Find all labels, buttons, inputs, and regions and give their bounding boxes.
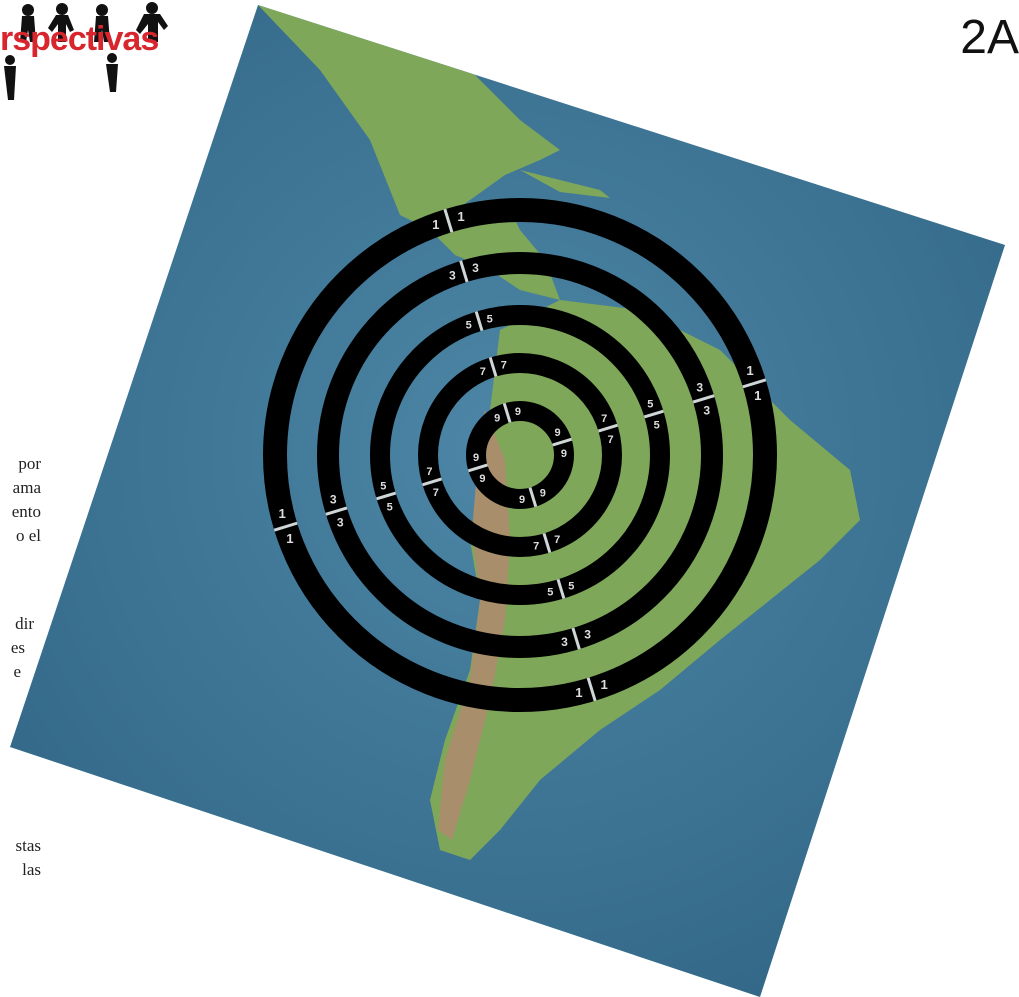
ring-label: 9 [494, 412, 500, 424]
ring-gap [643, 409, 664, 419]
logo-text: rspectivas [0, 20, 159, 58]
ring-gap [443, 208, 454, 233]
ring-gap [597, 423, 618, 433]
land-north-america [258, 5, 560, 230]
land-andes [438, 410, 510, 840]
land-central-america [430, 200, 560, 300]
target-ring [263, 198, 777, 712]
ring-label: 3 [561, 635, 568, 649]
ring-label: 5 [380, 480, 386, 492]
ring-label: 5 [647, 399, 653, 411]
ring-gap [422, 477, 443, 487]
ring-label: 1 [286, 531, 293, 546]
ring-label: 7 [554, 534, 560, 546]
target-ring [466, 401, 574, 509]
ring-label: 1 [432, 217, 439, 232]
ring-label: 9 [473, 452, 479, 464]
ring-gap [325, 506, 348, 516]
ring-gap [742, 378, 767, 389]
ring-label: 3 [337, 516, 344, 530]
text-fragment: por [18, 454, 41, 473]
text-fragment: ama [12, 478, 41, 497]
land-caribbean [520, 170, 610, 198]
land-south-america [430, 300, 860, 860]
ring-label: 3 [696, 380, 703, 394]
ring-gap [376, 491, 397, 501]
target-ring [317, 252, 723, 658]
ring-label: 5 [387, 501, 393, 513]
ring-label: 3 [449, 268, 456, 282]
ring-label: 3 [330, 492, 337, 506]
ring-gap [474, 311, 484, 332]
text-fragment: stas [15, 836, 42, 855]
ring-label: 1 [746, 363, 753, 378]
ring-label: 1 [279, 506, 286, 521]
ring-label: 7 [433, 487, 439, 499]
ring-gap [571, 627, 581, 650]
ring-label: 3 [703, 404, 710, 418]
ring-label: 9 [519, 494, 525, 506]
ring-gap [528, 487, 538, 508]
ring-label: 1 [600, 677, 607, 692]
ring-gap [467, 463, 488, 473]
ring-label: 5 [466, 320, 472, 332]
ring-label: 9 [555, 427, 561, 439]
ring-gap [502, 402, 512, 423]
target-ring [418, 353, 622, 557]
ring-gap [459, 260, 469, 283]
logo: rspectivas [0, 0, 180, 105]
ring-label: 5 [654, 420, 660, 432]
ring-label: 1 [575, 685, 582, 700]
ring-label: 7 [601, 413, 607, 425]
ring-gap [542, 532, 552, 553]
target-ring [370, 305, 670, 605]
ring-gap [273, 521, 298, 532]
ring-label: 5 [487, 313, 493, 325]
ring-label: 9 [515, 406, 521, 418]
text-fragment: dir [15, 614, 34, 633]
text-fragment: es [10, 638, 25, 657]
ring-gap [692, 394, 715, 404]
ring-gap [488, 357, 498, 378]
ring-gap [552, 437, 573, 447]
ring-label: 9 [561, 448, 567, 460]
page-label: 2A [960, 11, 1019, 64]
ring-label: 7 [607, 434, 613, 446]
ring-label: 7 [480, 366, 486, 378]
ring-label: 7 [426, 466, 432, 478]
text-fragment: ento [11, 502, 41, 521]
ring-label: 5 [568, 580, 574, 592]
ring-label: 1 [457, 209, 464, 224]
ring-label: 3 [584, 628, 591, 642]
ring-gap [556, 578, 566, 599]
ring-label: 3 [472, 261, 479, 275]
ring-label: 9 [479, 473, 485, 485]
text-fragment: o el [15, 526, 41, 545]
ring-label: 9 [540, 488, 546, 500]
ring-gap [586, 677, 597, 702]
text-fragment: e [13, 662, 21, 681]
ring-label: 7 [533, 541, 539, 553]
ring-label: 7 [501, 359, 507, 371]
ring-label: 5 [547, 587, 553, 599]
ring-label: 1 [754, 388, 761, 403]
text-fragment: las [22, 860, 41, 879]
